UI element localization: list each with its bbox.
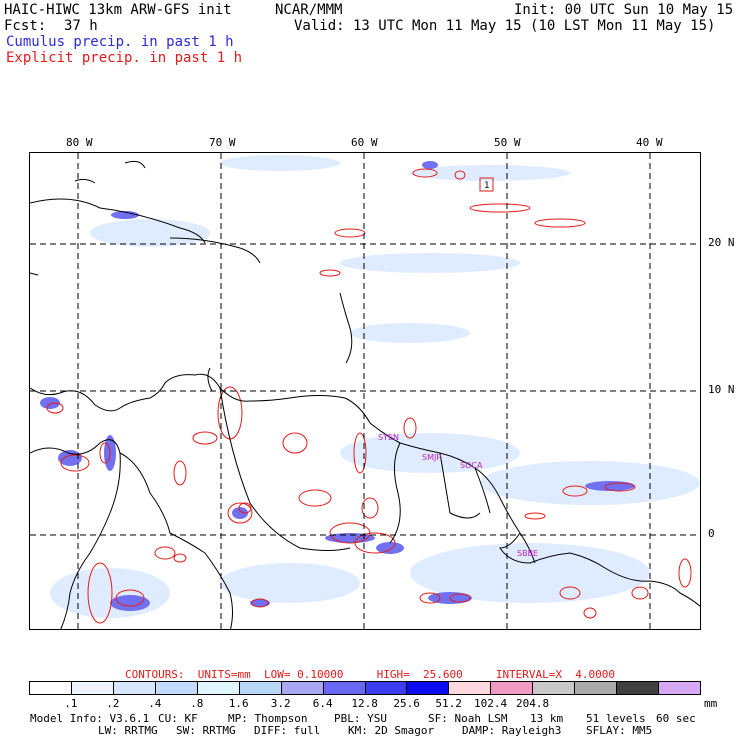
lat-label-20n: 20 N — [708, 236, 735, 249]
colorbar-swatch — [323, 682, 366, 694]
footer-cu: CU: KF — [158, 712, 198, 725]
map-canvas: 1 SYEN SMJP SOCA SBBE — [30, 153, 700, 629]
contour-info: CONTOURS: UNITS=mm LOW= 0.10000 HIGH= 25… — [124, 668, 616, 681]
coastlines — [30, 160, 700, 629]
colorbar-tick-label: 1.6 — [228, 697, 249, 710]
colorbar-swatch — [617, 682, 660, 694]
colorbar-swatch — [71, 682, 114, 694]
valid-time: Valid: 13 UTC Mon 11 May 15 (10 LST Mon … — [294, 18, 716, 34]
lon-label-50w: 50 W — [494, 136, 521, 149]
colorbar-swatch — [449, 682, 492, 694]
footer-resolution: 13 km — [530, 712, 564, 725]
colorbar-tick-label: 6.4 — [312, 697, 333, 710]
light-precip-shading — [50, 155, 700, 618]
colorbar-tick-label: 102.4 — [474, 697, 508, 710]
footer-pbl: PBL: YSU — [334, 712, 387, 725]
lat-lon-grid — [30, 153, 700, 629]
lon-label-70w: 70 W — [209, 136, 236, 149]
colorbar-swatch — [239, 682, 282, 694]
colorbar-tick-label: 204.8 — [516, 697, 550, 710]
model-title: HAIC-HIWC 13km ARW-GFS init — [4, 2, 232, 18]
colorbar-tick-label: 12.8 — [351, 697, 378, 710]
footer-km: KM: 2D Smagor — [348, 724, 435, 737]
footer-mp: MP: Thompson — [228, 712, 308, 725]
site-label-syen: SYEN — [378, 433, 399, 442]
colorbar-tick-label: 25.6 — [393, 697, 420, 710]
colorbar-swatch — [533, 682, 576, 694]
box-marker-label: 1 — [484, 181, 490, 191]
footer-sf: SF: Noah LSM — [428, 712, 508, 725]
lon-label-60w: 60 W — [351, 136, 378, 149]
colorbar-swatch — [281, 682, 324, 694]
colorbar-tick-label: 51.2 — [435, 697, 462, 710]
colorbar-tick-label: .1 — [64, 697, 78, 710]
colorbar-swatch — [30, 682, 72, 694]
colorbar-tick-label: 3.2 — [270, 697, 291, 710]
field-cumulus-precip: Cumulus precip. in past 1 h — [6, 34, 234, 50]
colorbar-tick-label: .4 — [148, 697, 162, 710]
org-label: NCAR/MMM — [275, 2, 343, 18]
lat-label-equator: 0 — [708, 527, 715, 540]
colorbar-unit: mm — [704, 697, 718, 710]
footer-sflay: SFLAY: MM5 — [586, 724, 653, 737]
footer-damp: DAMP: Rayleigh3 — [462, 724, 562, 737]
lon-label-40w: 40 W — [636, 136, 663, 149]
colorbar-swatch — [407, 682, 450, 694]
field-explicit-precip: Explicit precip. in past 1 h — [6, 50, 243, 66]
colorbar-swatch — [197, 682, 240, 694]
lon-label-80w: 80 W — [66, 136, 93, 149]
forecast-hours: 37 h — [64, 18, 98, 34]
colorbar-tick-label: .2 — [106, 697, 120, 710]
colorbar — [29, 681, 701, 695]
colorbar-swatch — [365, 682, 408, 694]
colorbar-tick-label: .8 — [190, 697, 204, 710]
colorbar-swatch — [155, 682, 198, 694]
footer-levels: 51 levels — [586, 712, 646, 725]
site-label-sbbe: SBBE — [517, 549, 538, 558]
lat-label-10n: 10 N — [708, 383, 735, 396]
box-marker — [479, 177, 494, 192]
site-label-soca: SOCA — [460, 461, 483, 470]
footer-diff: DIFF: full — [254, 724, 321, 737]
footer-sw: SW: RRTMG — [176, 724, 236, 737]
precip-map: 1 SYEN SMJP SOCA SBBE — [29, 152, 701, 630]
colorbar-swatch — [113, 682, 156, 694]
colorbar-swatch — [659, 682, 700, 694]
footer-model-info: Model Info: V3.6.1 — [30, 712, 150, 725]
colorbar-swatch — [491, 682, 534, 694]
init-time: Init: 00 UTC Sun 10 May 15 — [514, 2, 734, 18]
site-label-smjp: SMJP — [422, 453, 441, 462]
footer-timestep: 60 sec — [656, 712, 696, 725]
footer-lw: LW: RRTMG — [98, 724, 158, 737]
colorbar-swatch — [575, 682, 618, 694]
forecast-label: Fcst: — [4, 18, 47, 34]
